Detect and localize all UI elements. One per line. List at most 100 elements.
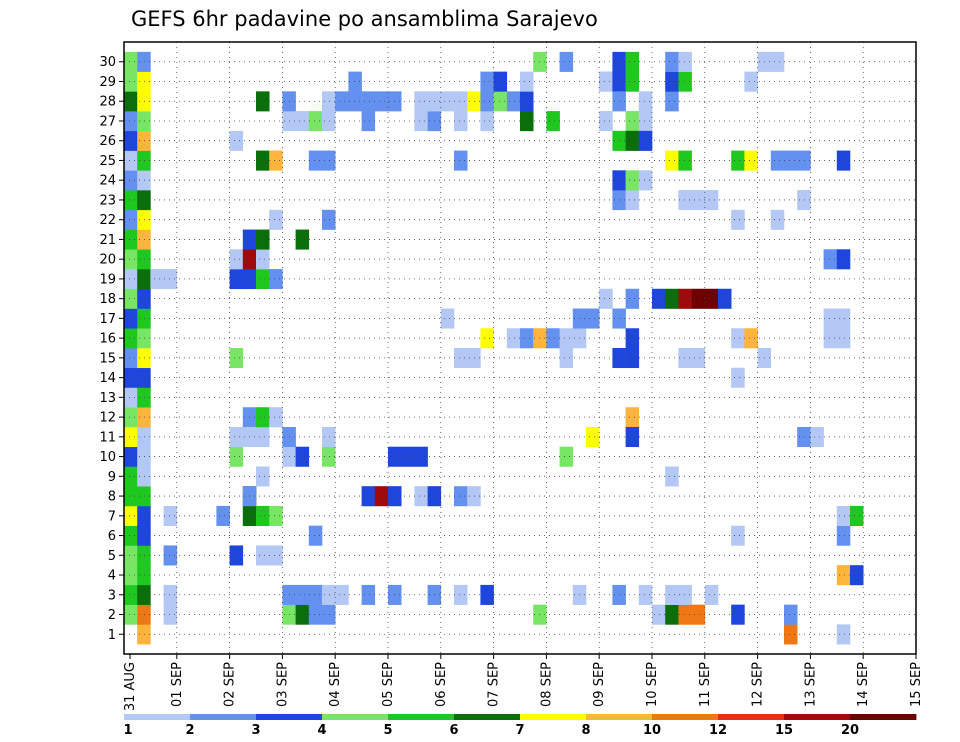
heatmap-cell bbox=[137, 525, 151, 546]
y-tick-label: 12 bbox=[99, 411, 116, 426]
y-tick-label: 25 bbox=[99, 154, 116, 169]
heatmap-cell bbox=[665, 71, 679, 92]
x-tick-label: 15 SEP bbox=[909, 662, 924, 707]
heatmap-cell bbox=[256, 466, 270, 487]
x-tick-label: 14 SEP bbox=[856, 662, 871, 707]
heatmap-cell bbox=[124, 269, 138, 290]
heatmap-cell bbox=[269, 545, 283, 566]
y-tick-label: 24 bbox=[99, 174, 116, 189]
y-tick-label: 19 bbox=[99, 272, 116, 287]
heatmap-cell bbox=[506, 91, 521, 112]
heatmap-cell bbox=[414, 111, 428, 132]
heatmap-cell bbox=[256, 91, 270, 112]
y-tick-label: 26 bbox=[99, 134, 116, 149]
colorbar-segment bbox=[256, 714, 323, 720]
heatmap-cell bbox=[480, 111, 494, 132]
heatmap-cell bbox=[638, 91, 653, 112]
heatmap-cell bbox=[335, 584, 349, 605]
heatmap-cell bbox=[137, 249, 151, 270]
heatmap-cell bbox=[665, 466, 679, 487]
heatmap-cell bbox=[797, 190, 811, 211]
heatmap-cell bbox=[625, 426, 640, 448]
heatmap-cell bbox=[322, 209, 336, 230]
heatmap-cell bbox=[229, 426, 244, 448]
heatmap-cell bbox=[467, 348, 481, 369]
heatmap-cell bbox=[638, 170, 653, 191]
colorbar-segment bbox=[454, 714, 521, 720]
heatmap-cell bbox=[546, 328, 560, 349]
heatmap-cell bbox=[137, 71, 151, 92]
heatmap-cell bbox=[797, 426, 811, 448]
heatmap-cell bbox=[678, 190, 692, 211]
heatmap-cell bbox=[229, 130, 244, 151]
heatmap-cell bbox=[401, 446, 415, 467]
heatmap-cell bbox=[586, 308, 600, 329]
colorbar-label: 10 bbox=[643, 723, 661, 738]
heatmap-cell bbox=[625, 190, 640, 211]
heatmap-cell bbox=[665, 51, 679, 72]
heatmap-cell bbox=[124, 249, 138, 270]
y-tick-label: 10 bbox=[99, 450, 116, 465]
heatmap-cell bbox=[599, 71, 613, 92]
heatmap-cell bbox=[269, 150, 283, 171]
heatmap-cell bbox=[137, 111, 151, 132]
heatmap-cell bbox=[348, 91, 362, 112]
heatmap-cell bbox=[322, 426, 336, 448]
colorbar-label: 6 bbox=[449, 723, 458, 738]
y-tick-label: 27 bbox=[99, 114, 116, 129]
x-tick-label: 08 SEP bbox=[539, 662, 554, 707]
heatmap-cell bbox=[361, 584, 376, 605]
heatmap-cell bbox=[744, 328, 758, 349]
heatmap-cell bbox=[691, 604, 706, 625]
colorbar-label: 2 bbox=[185, 723, 194, 738]
y-tick-label: 3 bbox=[108, 588, 116, 603]
heatmap-cell bbox=[308, 584, 323, 605]
y-tick-label: 11 bbox=[99, 430, 116, 445]
heatmap-cell bbox=[520, 91, 534, 112]
heatmap-cell bbox=[559, 51, 574, 72]
y-tick-label: 2 bbox=[108, 608, 116, 623]
heatmap-cell bbox=[467, 486, 481, 507]
heatmap-cell bbox=[137, 91, 151, 112]
heatmap-cell bbox=[678, 348, 692, 369]
colorbar-segment bbox=[784, 714, 851, 720]
heatmap-cell bbox=[850, 565, 864, 586]
chart-title: GEFS 6hr padavine po ansamblima Sarajevo bbox=[131, 7, 598, 31]
y-tick-label: 7 bbox=[108, 509, 116, 524]
colorbar-segment bbox=[586, 714, 653, 720]
heatmap-cell bbox=[784, 604, 798, 625]
y-axis: 1234567891011121314151617181920212223242… bbox=[99, 55, 124, 643]
heatmap-cell bbox=[625, 71, 640, 92]
heatmap-cell bbox=[124, 525, 138, 546]
heatmap-cell bbox=[652, 288, 666, 309]
heatmap-cell bbox=[493, 91, 508, 112]
heatmap-cell bbox=[784, 150, 798, 171]
heatmap-cell bbox=[731, 604, 745, 625]
heatmap-cell bbox=[137, 348, 151, 369]
heatmap-cell bbox=[163, 269, 178, 290]
heatmap-cell bbox=[229, 446, 244, 467]
heatmap-cell bbox=[137, 150, 151, 171]
heatmap-cell bbox=[454, 111, 468, 132]
heatmap-cell bbox=[308, 604, 323, 625]
plot-frame bbox=[123, 41, 917, 655]
heatmap-cell bbox=[678, 51, 692, 72]
heatmap-cell bbox=[638, 584, 653, 605]
heatmap-cell bbox=[374, 486, 389, 507]
heatmap-cell bbox=[731, 150, 745, 171]
heatmap-cell bbox=[137, 130, 151, 151]
x-tick-label: 11 SEP bbox=[698, 662, 713, 707]
heatmap-cell bbox=[322, 111, 336, 132]
heatmap-cell bbox=[467, 91, 481, 112]
colorbar-label: 7 bbox=[515, 723, 524, 738]
heatmap-cell bbox=[137, 584, 151, 605]
heatmap-cell bbox=[137, 545, 151, 566]
heatmap-cell bbox=[256, 545, 270, 566]
y-tick-label: 20 bbox=[99, 253, 116, 268]
heatmap-cell bbox=[823, 328, 838, 349]
heatmap-cell bbox=[137, 328, 151, 349]
heatmap-cell bbox=[137, 170, 151, 191]
heatmap-cell bbox=[678, 584, 692, 605]
heatmap-cell bbox=[124, 466, 138, 487]
heatmap-cell bbox=[546, 111, 560, 132]
